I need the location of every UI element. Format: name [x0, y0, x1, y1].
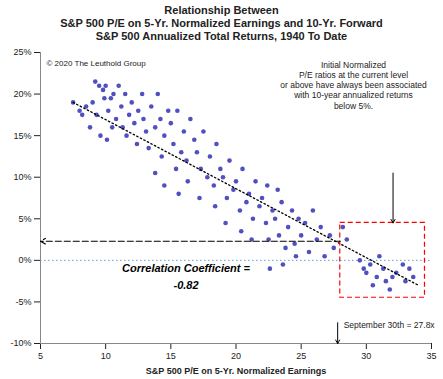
svg-text:20%: 20% — [13, 89, 31, 99]
svg-text:20: 20 — [231, 351, 241, 361]
svg-text:25%: 25% — [13, 47, 31, 57]
svg-text:Initial NormalizedP/E ratios a: Initial NormalizedP/E ratios at the curr… — [280, 60, 427, 111]
svg-text:-0.82: -0.82 — [173, 279, 198, 291]
svg-text:10%: 10% — [13, 172, 31, 182]
svg-text:© 2020 The Leuthold Group: © 2020 The Leuthold Group — [47, 59, 147, 68]
svg-text:0%: 0% — [18, 255, 31, 265]
svg-text:September 30th = 27.8x: September 30th = 27.8x — [344, 320, 436, 330]
svg-text:15: 15 — [166, 351, 176, 361]
html-text:Relationship Between: Relationship Between — [164, 4, 279, 16]
svg-text:Correlation Coefficient =: Correlation Coefficient = — [122, 262, 250, 274]
svg-text:-5%: -5% — [15, 297, 31, 307]
svg-text:35: 35 — [426, 351, 436, 361]
svg-text:10: 10 — [101, 351, 111, 361]
html-text:S&P 500 P/E on 5-Yr. Normalize: S&P 500 P/E on 5-Yr. Normalized Earnings… — [60, 17, 383, 29]
svg-text:30: 30 — [361, 351, 371, 361]
svg-text:15%: 15% — [13, 131, 31, 141]
svg-text:S&P 500 P/E on 5-Yr. Normalize: S&P 500 P/E on 5-Yr. Normalized Earnings — [146, 366, 326, 376]
svg-text:5%: 5% — [18, 214, 31, 224]
html-text:S&P 500 Annualized Total Retur: S&P 500 Annualized Total Returns, 1940 T… — [95, 30, 348, 42]
svg-text:5: 5 — [38, 351, 43, 361]
svg-text:25: 25 — [296, 351, 306, 361]
svg-text:-10%: -10% — [10, 338, 31, 348]
